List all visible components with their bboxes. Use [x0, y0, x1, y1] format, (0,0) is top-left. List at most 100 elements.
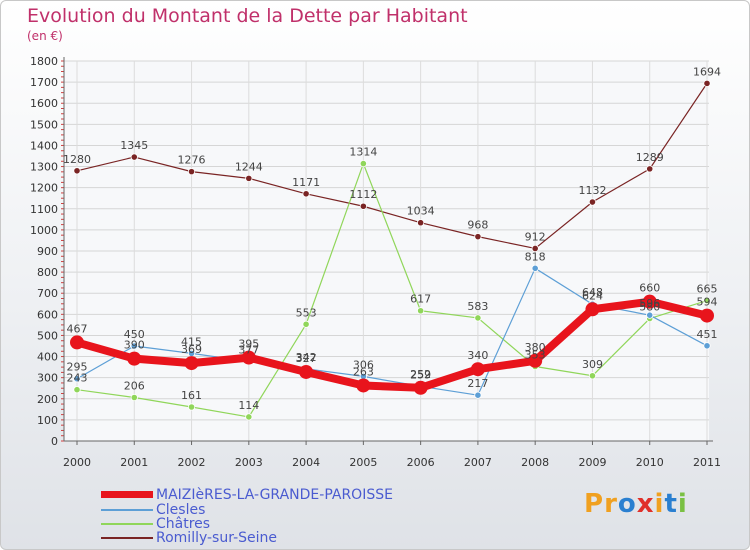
data-label: 1289 — [636, 151, 664, 164]
y-tick-label: 1600 — [30, 97, 58, 110]
legend-swatch — [101, 491, 153, 498]
y-tick-label: 1100 — [30, 203, 58, 216]
data-point — [130, 342, 138, 350]
data-label: 306 — [353, 358, 374, 371]
data-label: 243 — [67, 372, 88, 385]
data-point — [73, 386, 81, 394]
data-label: 114 — [238, 399, 259, 412]
data-point — [474, 233, 482, 241]
data-label: 1345 — [120, 139, 148, 152]
data-label: 1244 — [235, 160, 263, 173]
logo-letter: x — [636, 489, 655, 519]
data-point — [531, 244, 539, 253]
x-tick-label: 2009 — [578, 456, 606, 469]
logo-letter: o — [617, 489, 637, 519]
data-label: 1276 — [178, 154, 206, 167]
data-label: 467 — [67, 322, 88, 335]
data-label: 415 — [181, 335, 202, 348]
y-tick-label: 800 — [37, 266, 58, 279]
data-label: 1694 — [693, 65, 721, 78]
y-tick-label: 1700 — [30, 76, 58, 89]
data-point — [302, 320, 310, 328]
data-point — [703, 342, 711, 350]
series-line-0 — [73, 297, 711, 392]
data-point — [588, 372, 597, 380]
series-line-3 — [76, 82, 708, 250]
data-point — [700, 308, 714, 323]
legend-label: Clesles — [156, 502, 206, 518]
logo-letter: P — [584, 489, 605, 519]
data-label: 580 — [639, 301, 660, 314]
data-point — [703, 297, 711, 305]
x-tick-label: 2000 — [63, 456, 91, 469]
data-point — [703, 79, 711, 87]
data-point — [130, 153, 138, 161]
data-point — [531, 264, 539, 272]
data-label: 583 — [467, 300, 488, 313]
y-tick-label: 1800 — [30, 55, 58, 68]
data-point — [528, 353, 543, 368]
x-tick-label: 2004 — [292, 456, 320, 469]
data-label: 624 — [582, 289, 603, 302]
data-label: 1314 — [349, 146, 377, 159]
data-label: 295 — [67, 361, 88, 374]
data-point — [187, 403, 196, 411]
data-point — [302, 190, 310, 198]
data-label: 912 — [525, 230, 546, 243]
y-tick-label: 1200 — [30, 182, 58, 195]
line-chart: 0 100 200 300 400 500 600 700 800 900 1000 1100 1200… — [30, 55, 721, 469]
data-label: 1280 — [63, 153, 91, 166]
data-label: 553 — [296, 306, 317, 319]
series-line-2 — [76, 163, 708, 418]
data-point — [585, 302, 600, 317]
data-label: 395 — [238, 338, 259, 351]
x-tick-label: 2001 — [120, 456, 148, 469]
data-label: 1132 — [578, 184, 606, 197]
data-label: 340 — [467, 349, 488, 362]
unit-label: (en €) — [27, 29, 63, 43]
data-point — [417, 307, 425, 315]
data-point — [299, 364, 314, 379]
data-point — [646, 165, 654, 173]
data-point — [73, 167, 81, 175]
y-tick-label: 1000 — [30, 224, 58, 237]
data-label: 596 — [639, 297, 660, 310]
data-point — [241, 350, 256, 365]
y-tick-label: 500 — [37, 329, 58, 342]
data-point — [646, 311, 654, 319]
x-tick-label: 2010 — [636, 456, 664, 469]
data-label: 594 — [697, 296, 718, 309]
data-point — [359, 160, 367, 168]
legend-label: Romilly-sur-Seine — [156, 530, 278, 546]
y-tick-label: 600 — [37, 308, 58, 321]
data-label: 1034 — [407, 205, 435, 218]
data-label: 309 — [582, 358, 603, 371]
data-label: 353 — [525, 348, 546, 361]
data-point — [474, 314, 482, 322]
data-label: 1112 — [349, 188, 377, 201]
proxiti-logo: Proxiti — [584, 489, 688, 519]
data-point — [70, 335, 84, 350]
data-label: 327 — [296, 352, 317, 365]
data-label: 259 — [410, 368, 431, 381]
data-point — [470, 362, 485, 377]
data-point — [588, 198, 597, 206]
data-label: 252 — [410, 368, 431, 381]
data-label: 451 — [697, 328, 718, 341]
y-tick-label: 300 — [37, 372, 58, 385]
legend-swatch — [101, 523, 153, 525]
data-point — [642, 294, 657, 309]
logo-letter: t — [664, 489, 678, 519]
data-label: 206 — [124, 380, 145, 393]
data-point — [184, 356, 199, 371]
data-label: 818 — [525, 250, 546, 263]
data-label: 660 — [639, 282, 660, 295]
legend-swatch — [101, 537, 153, 539]
legend-swatch — [101, 509, 153, 511]
data-point — [130, 393, 138, 402]
data-label: 450 — [124, 328, 145, 341]
x-tick-label: 2003 — [235, 456, 263, 469]
data-point — [187, 168, 196, 176]
logo-letter: i — [654, 489, 665, 519]
data-point — [356, 378, 371, 393]
